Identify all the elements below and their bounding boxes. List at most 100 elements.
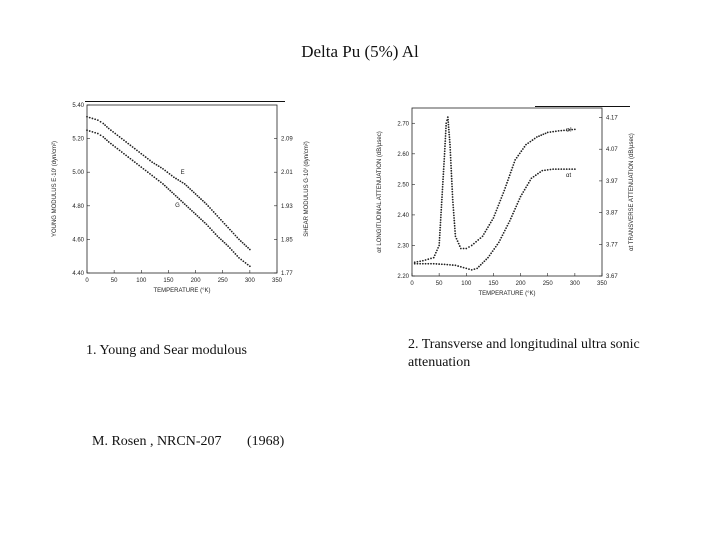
data-point — [465, 267, 468, 270]
data-point — [421, 262, 424, 265]
data-point — [442, 173, 445, 176]
data-point — [478, 265, 480, 268]
x-tick-label: 0 — [410, 281, 414, 287]
y-left-tick-label: 5.20 — [72, 137, 84, 143]
data-point — [494, 245, 497, 248]
data-point — [456, 240, 459, 243]
data-point — [220, 238, 222, 241]
data-point — [442, 165, 445, 168]
data-point — [523, 188, 526, 191]
data-point — [433, 254, 436, 257]
data-point — [481, 235, 484, 238]
data-point — [210, 209, 213, 211]
data-point — [116, 147, 119, 150]
data-point — [573, 128, 576, 131]
data-point — [177, 179, 180, 181]
data-point — [245, 245, 248, 248]
data-point — [125, 141, 127, 143]
data-point — [205, 223, 208, 226]
data-point — [511, 166, 514, 169]
data-point — [521, 148, 524, 150]
data-point — [212, 231, 215, 234]
data-point — [485, 258, 488, 261]
data-point — [560, 168, 563, 170]
y-right-tick-label: 1.93 — [281, 204, 293, 210]
data-point — [432, 256, 435, 259]
data-point — [518, 198, 521, 200]
data-point — [243, 243, 246, 246]
data-point — [470, 268, 473, 271]
data-point — [164, 169, 167, 172]
data-point — [541, 169, 544, 172]
data-point — [515, 156, 518, 159]
x-tick-label: 200 — [516, 281, 527, 287]
data-point — [187, 206, 190, 209]
data-point — [86, 115, 88, 118]
data-point — [453, 219, 456, 222]
data-point — [196, 214, 199, 217]
data-point — [441, 186, 444, 188]
data-point — [552, 168, 555, 170]
data-point — [554, 168, 557, 170]
series-label: G — [175, 203, 180, 209]
data-point — [178, 198, 181, 200]
x-tick-label: 300 — [570, 281, 581, 287]
data-point — [552, 130, 555, 133]
data-point — [227, 226, 230, 229]
data-point — [441, 188, 444, 191]
data-point — [508, 220, 511, 222]
data-point — [565, 129, 568, 132]
data-point — [106, 125, 108, 128]
data-point — [448, 133, 451, 136]
x-tick-label: 250 — [543, 281, 554, 287]
data-point — [512, 212, 514, 215]
data-point — [499, 199, 502, 202]
data-point — [123, 152, 125, 155]
data-point — [513, 161, 516, 164]
data-point — [448, 141, 451, 144]
data-point — [114, 146, 117, 148]
data-point — [493, 248, 496, 250]
data-point — [153, 176, 156, 179]
y-left-tick-label: 4.60 — [72, 237, 84, 243]
citation-author: M. Rosen , NRCN-207 — [92, 434, 222, 449]
data-point — [450, 172, 453, 175]
data-point — [241, 241, 244, 244]
data-point — [88, 130, 91, 132]
data-point — [176, 196, 179, 199]
data-point — [112, 144, 114, 147]
data-point — [443, 147, 446, 150]
data-point — [568, 168, 571, 170]
data-point — [424, 262, 427, 265]
data-point — [447, 121, 450, 124]
data-point — [473, 268, 476, 271]
data-point — [477, 239, 480, 241]
data-point — [194, 213, 197, 216]
data-point — [500, 197, 503, 199]
data-point — [492, 217, 495, 219]
data-point — [449, 159, 452, 162]
data-point — [475, 240, 477, 243]
data-point — [568, 128, 571, 131]
data-point — [445, 122, 448, 125]
data-point — [169, 189, 172, 192]
data-point — [491, 250, 494, 253]
data-point — [424, 259, 427, 261]
x-tick-label: 100 — [136, 278, 147, 284]
data-point — [448, 136, 451, 139]
data-point — [413, 261, 416, 264]
data-point — [106, 139, 108, 142]
data-point — [421, 259, 424, 262]
data-point — [563, 129, 565, 132]
plot-frame — [86, 104, 278, 274]
data-point — [203, 221, 206, 224]
data-point — [493, 214, 496, 217]
attenuation-chart: 0 50 100 150 200 250 300 350 2.20 2.30 2.40 2.50 2.6… — [376, 107, 635, 297]
data-point — [96, 119, 99, 122]
data-point — [533, 137, 536, 140]
data-point — [449, 154, 452, 157]
data-point — [451, 188, 454, 191]
data-point — [510, 215, 513, 218]
data-point — [225, 224, 228, 227]
data-point — [94, 131, 97, 134]
